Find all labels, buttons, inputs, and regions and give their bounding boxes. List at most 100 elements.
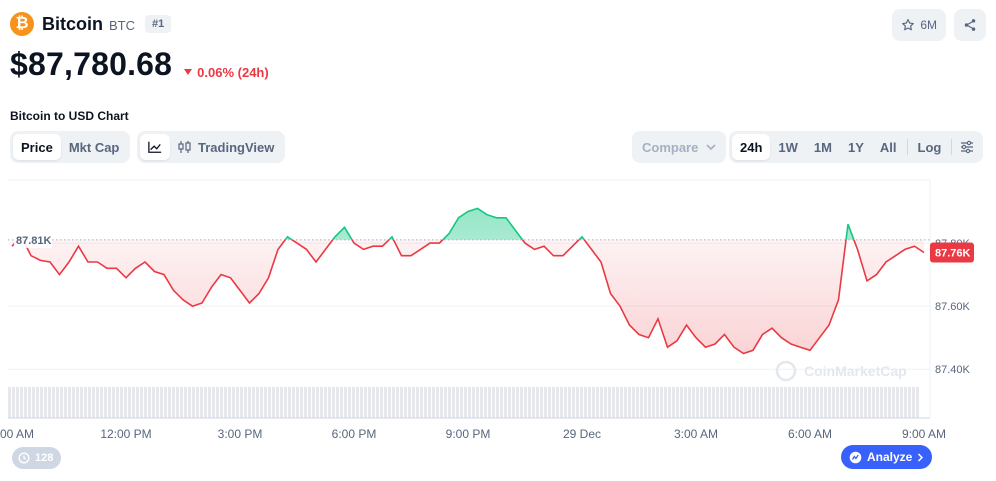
price-line-down <box>11 239 925 355</box>
line-chart-icon <box>148 141 162 153</box>
volume-bar <box>112 387 115 418</box>
current-price-label: 87.76K <box>935 248 971 260</box>
share-icon <box>964 19 976 31</box>
volume-bar <box>716 387 719 418</box>
coin-name: Bitcoin <box>42 13 103 34</box>
volume-bar <box>668 387 671 418</box>
volume-bar <box>496 387 499 418</box>
volume-bar <box>664 387 667 418</box>
volume-bar <box>532 387 535 418</box>
history-badge[interactable]: 128 <box>12 447 62 469</box>
area-below-baseline <box>12 239 924 354</box>
log-scale-button[interactable]: Log <box>917 139 942 155</box>
volume-bar <box>592 387 595 418</box>
volume-bar <box>884 387 887 418</box>
volume-bar <box>724 387 727 418</box>
line-chart-button[interactable] <box>140 134 170 160</box>
history-count: 128 <box>35 452 54 464</box>
volume-bar <box>308 387 311 418</box>
range-1w[interactable]: 1W <box>778 139 798 155</box>
volume-bar <box>856 387 859 418</box>
volume-bar <box>232 387 235 418</box>
price-chart[interactable]: 87.80K87.60K87.40KCoinMarketCap87.81K87.… <box>0 170 996 445</box>
volume-bar <box>360 387 363 418</box>
volume-bar <box>612 387 615 418</box>
volume-bar <box>492 387 495 418</box>
baseline-label: 87.81K <box>16 235 52 247</box>
range-1y[interactable]: 1Y <box>847 139 864 155</box>
volume-bar <box>700 387 703 418</box>
price-change: 0.06% (24h) <box>184 65 269 80</box>
volume-bar <box>212 387 215 418</box>
range-all[interactable]: All <box>879 139 897 155</box>
volume-bar <box>472 387 475 418</box>
volume-bar <box>888 387 891 418</box>
price-row: $87,780.68 0.06% (24h) <box>10 46 269 83</box>
volume-bar <box>692 387 695 418</box>
tab-price[interactable]: Price <box>13 134 61 160</box>
volume-bar <box>628 387 631 418</box>
star-icon <box>902 19 915 31</box>
range-selector: 24h 1W 1M 1Y All Log <box>729 131 984 163</box>
volume-bar <box>684 387 687 418</box>
volume-bar <box>444 387 447 418</box>
x-tick-label: 9:00 AM <box>0 427 34 441</box>
volume-bar <box>260 387 263 418</box>
volume-bar <box>624 387 627 418</box>
compare-dropdown[interactable]: Compare <box>632 131 727 163</box>
volume-bar <box>220 387 223 418</box>
price-change-value: 0.06% (24h) <box>197 64 269 80</box>
volume-bar <box>424 387 427 418</box>
volume-bar <box>236 387 239 418</box>
watermark-text: CoinMarketCap <box>804 363 907 379</box>
volume-bar <box>40 387 43 418</box>
tradingview-button[interactable]: TradingView <box>170 134 282 160</box>
volume-bar <box>764 387 767 418</box>
volume-bar <box>756 387 759 418</box>
volume-bar <box>872 387 875 418</box>
volume-bar <box>596 387 599 418</box>
volume-bar <box>644 387 647 418</box>
tab-mkt-cap[interactable]: Mkt Cap <box>68 139 120 155</box>
volume-bar <box>640 387 643 418</box>
volume-bar <box>200 387 203 418</box>
volume-bar <box>216 387 219 418</box>
volume-bar <box>852 387 855 418</box>
analyze-button[interactable]: Analyze <box>841 445 933 469</box>
volume-bar <box>832 387 835 418</box>
volume-bar <box>900 387 903 418</box>
volume-bar <box>324 387 327 418</box>
volume-bar <box>912 387 915 418</box>
volume-bar <box>916 387 919 418</box>
watchlist-button[interactable]: 6M <box>892 9 946 41</box>
volume-bar <box>96 387 99 418</box>
bitcoin-logo-icon: ₿ <box>10 12 34 36</box>
volume-bar <box>252 387 255 418</box>
range-24h[interactable]: 24h <box>732 134 771 160</box>
volume-bar <box>752 387 755 418</box>
volume-bar <box>868 387 871 418</box>
volume-bar <box>676 387 679 418</box>
volume-bar <box>696 387 699 418</box>
volume-bar <box>416 387 419 418</box>
chart-settings-button[interactable] <box>954 134 980 160</box>
volume-bar <box>124 387 127 418</box>
volume-bar <box>672 387 675 418</box>
volume-bar <box>488 387 491 418</box>
share-button[interactable] <box>954 9 986 41</box>
volume-bar <box>896 387 899 418</box>
coin-header: ₿ Bitcoin BTC #1 <box>10 12 172 36</box>
candlestick-icon <box>178 141 191 153</box>
volume-bar <box>524 387 527 418</box>
volume-bar <box>588 387 591 418</box>
volume-bar <box>192 387 195 418</box>
volume-bar <box>168 387 171 418</box>
volume-bar <box>188 387 191 418</box>
volume-bar <box>428 387 431 418</box>
coin-rank-badge: #1 <box>145 15 172 33</box>
volume-bar <box>844 387 847 418</box>
range-1m[interactable]: 1M <box>813 139 832 155</box>
volume-bar <box>508 387 511 418</box>
volume-bar <box>228 387 231 418</box>
volume-bar <box>568 387 571 418</box>
